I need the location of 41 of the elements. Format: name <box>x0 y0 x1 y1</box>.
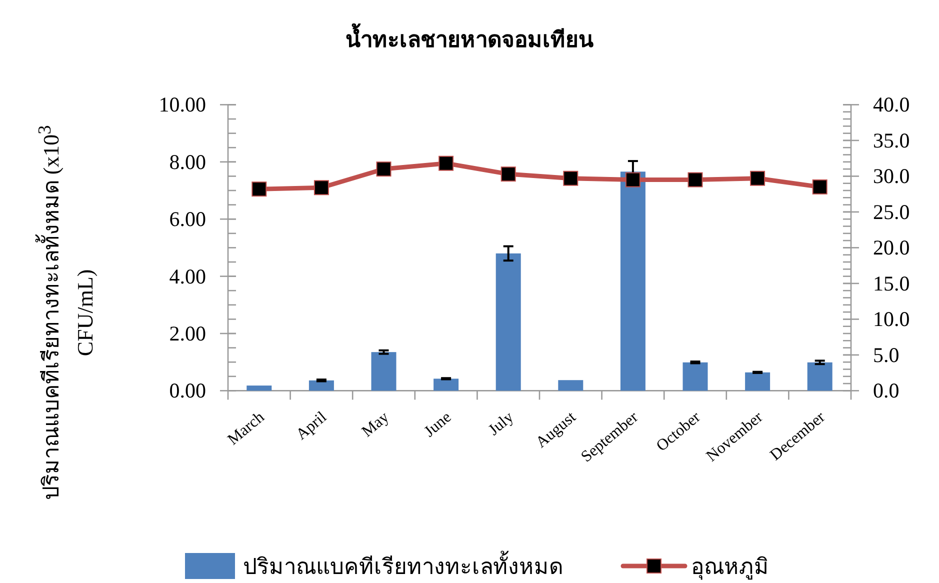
point <box>750 170 766 186</box>
bar <box>496 253 521 391</box>
x-tick-label: July <box>486 408 517 439</box>
point <box>625 172 640 188</box>
bar <box>807 362 832 391</box>
y2-tick-label: 25.0 <box>873 200 910 224</box>
y-tick-label: 0.00 <box>169 378 206 403</box>
bar <box>371 352 396 391</box>
chart-title: น้ำทะเลชายหาดจอมเทียน <box>344 22 594 54</box>
y2-tick-label: 40.0 <box>873 92 910 117</box>
y2-tick-label: 10.0 <box>873 307 910 332</box>
y2-tick-label: 35.0 <box>873 128 910 152</box>
bar <box>745 372 770 391</box>
point <box>438 156 454 171</box>
y2-tick-label: 20.0 <box>873 236 910 260</box>
bar <box>246 386 272 391</box>
legend-label: อุณหภูมิ <box>691 554 769 580</box>
x-tick-label: June <box>421 408 455 441</box>
bar <box>558 380 584 391</box>
point <box>314 180 329 196</box>
bar <box>682 362 708 391</box>
point <box>688 172 703 188</box>
y-tick-label: 10.00 <box>158 92 206 117</box>
y2-tick-label: 0.0 <box>873 378 900 403</box>
point <box>376 162 392 177</box>
bar <box>620 172 646 391</box>
x-tick-label: May <box>358 408 392 441</box>
point <box>563 170 578 186</box>
y-tick-label: 2.00 <box>169 322 206 346</box>
point <box>812 179 828 194</box>
y-tick-label: 6.00 <box>169 207 206 232</box>
y-tick-label: 8.00 <box>169 150 206 174</box>
bar <box>434 378 459 391</box>
point <box>252 182 267 197</box>
point <box>500 166 516 182</box>
y-tick-label: 4.00 <box>169 264 206 288</box>
bar <box>308 380 334 391</box>
y2-tick-label: 30.0 <box>873 164 910 188</box>
y2-tick-label: 5.0 <box>873 342 900 367</box>
y2-tick-label: 15.0 <box>873 271 910 296</box>
legend-label: ปริมาณแบคทีเรียทางทะเลทั้งหมด <box>243 551 563 579</box>
